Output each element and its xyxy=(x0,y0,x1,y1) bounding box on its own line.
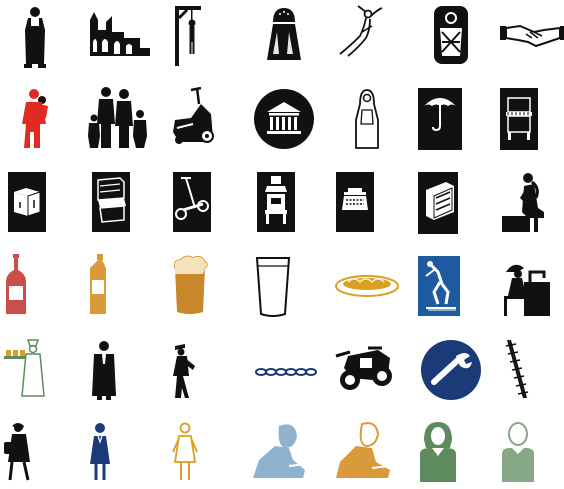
handshake-icon xyxy=(498,2,564,72)
bread-platter-icon xyxy=(332,252,402,322)
woman-with-bag-icon xyxy=(0,418,70,488)
thinker-icon xyxy=(498,168,564,238)
sideboard-icon xyxy=(84,168,154,238)
piano-icon xyxy=(498,84,564,154)
beer-bottle-icon xyxy=(84,252,154,322)
beer-glass-icon xyxy=(165,252,235,322)
typewriter-icon xyxy=(332,168,402,238)
water-glass-icon xyxy=(249,252,319,322)
chain-icon xyxy=(249,336,319,406)
seamstress-icon xyxy=(498,252,564,322)
child-writing-icon xyxy=(332,418,402,488)
wine-bottle-icon xyxy=(0,252,70,322)
nun-figure-icon xyxy=(332,84,402,154)
girl-figure-icon xyxy=(165,418,235,488)
diver-icon xyxy=(332,2,402,72)
gallows-icon xyxy=(165,2,235,72)
swaddled-baby-icon xyxy=(416,2,486,72)
woman-writing-icon xyxy=(249,418,319,488)
woman-bust-icon xyxy=(416,418,486,488)
woman-in-dress-icon xyxy=(84,418,154,488)
barbed-wire-icon xyxy=(498,336,564,406)
wardrobe-icon xyxy=(416,168,486,238)
family-group-icon xyxy=(84,84,154,154)
baker-with-tray-icon xyxy=(0,336,70,406)
judge-robe-icon xyxy=(84,336,154,406)
salt-shaker-icon xyxy=(249,2,319,72)
stove-icon xyxy=(249,168,319,238)
delivery-worker-icon xyxy=(165,336,235,406)
bank-building-icon xyxy=(249,84,319,154)
person-outline-icon xyxy=(498,418,564,488)
ruined-abbey-icon xyxy=(84,2,154,72)
kick-scooter-icon xyxy=(165,168,235,238)
umbrella-icon xyxy=(416,84,486,154)
motor-scooter-icon xyxy=(165,84,235,154)
motorcycle-icon xyxy=(332,336,402,406)
monk-figure-icon xyxy=(0,2,70,72)
skier-icon xyxy=(416,252,486,322)
wrench-icon xyxy=(416,336,486,406)
woman-carrying-child-icon xyxy=(0,84,70,154)
kitchen-cabinet-icon xyxy=(0,168,70,238)
